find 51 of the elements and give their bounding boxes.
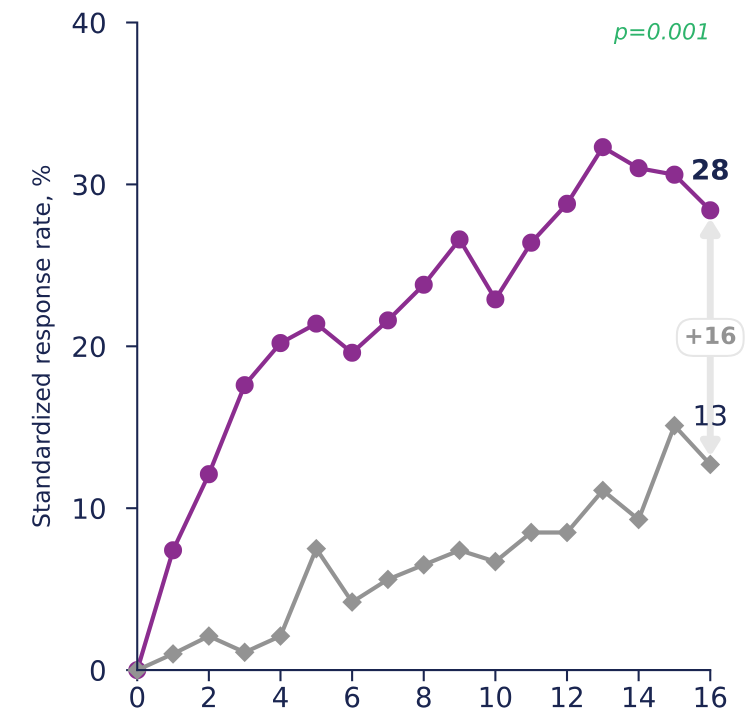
point [236, 376, 254, 394]
point [307, 314, 326, 333]
point [164, 644, 183, 664]
x-tick-label: 12 [552, 686, 582, 708]
point [630, 159, 648, 178]
point [270, 626, 290, 646]
x-tick-label: 16 [696, 686, 726, 708]
point [414, 276, 433, 294]
point [522, 522, 541, 542]
y-axis-title: Standardized response rate, % [32, 166, 55, 527]
annotation: p=0.001 [614, 22, 707, 44]
x-tick-label: 10 [480, 686, 512, 708]
point [629, 510, 648, 530]
x-tick-label: 2 [202, 686, 215, 708]
y-tick-label: 30 [73, 174, 105, 196]
point [664, 416, 684, 436]
point [557, 522, 577, 542]
y-tick-label: 10 [74, 498, 105, 520]
point [450, 230, 469, 248]
point [342, 592, 362, 612]
point [164, 541, 182, 560]
point [414, 555, 434, 574]
point [522, 234, 540, 252]
annotation: 13 [696, 404, 726, 426]
y-tick-label: 20 [73, 336, 105, 358]
point [306, 539, 326, 558]
point [665, 166, 684, 184]
point [450, 540, 470, 560]
point [199, 626, 218, 646]
point [235, 642, 254, 662]
x-tick-label: 0 [130, 686, 144, 708]
point [343, 344, 362, 362]
point [200, 465, 218, 484]
point [486, 290, 504, 308]
point [558, 194, 576, 213]
x-tick-label: 14 [624, 686, 655, 708]
point [594, 138, 612, 156]
point [486, 552, 505, 572]
point [700, 454, 720, 474]
x-tick-label: 8 [416, 686, 431, 708]
y-tick-label: 0 [90, 660, 105, 682]
point [378, 570, 398, 589]
point [593, 480, 612, 500]
x-tick-label: 4 [273, 686, 288, 708]
annotation: 28 [693, 158, 728, 180]
point [378, 311, 397, 330]
annotation: +16 [686, 326, 736, 344]
point [271, 334, 290, 352]
point [701, 201, 720, 220]
y-tick-label: 40 [72, 12, 105, 34]
x-tick-label: 6 [345, 686, 360, 708]
